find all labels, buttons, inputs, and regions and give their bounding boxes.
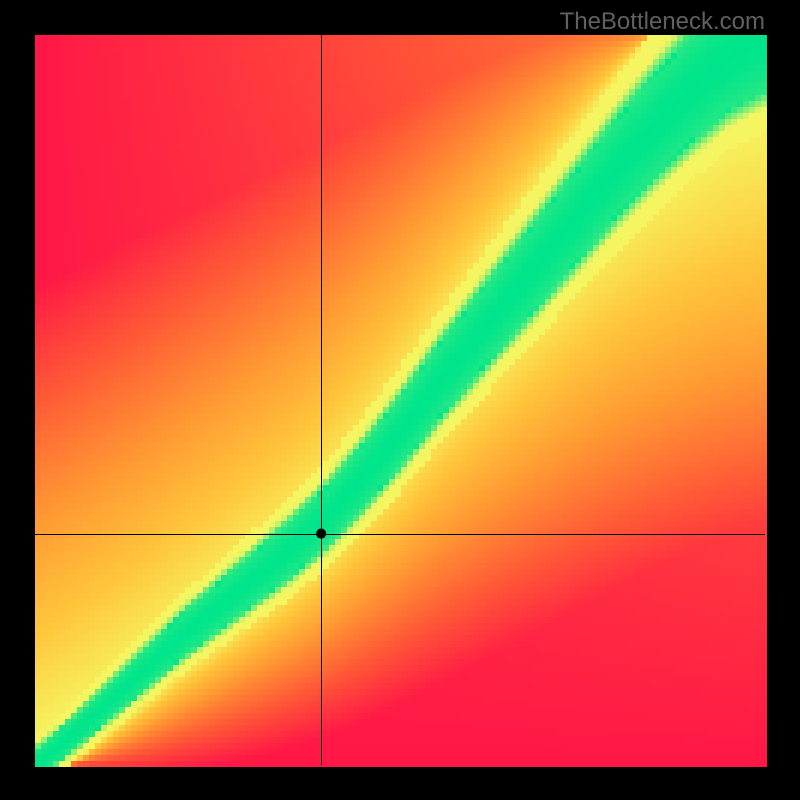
chart-container: TheBottleneck.com xyxy=(0,0,800,800)
heatmap-canvas xyxy=(0,0,800,800)
watermark-text: TheBottleneck.com xyxy=(560,8,765,36)
